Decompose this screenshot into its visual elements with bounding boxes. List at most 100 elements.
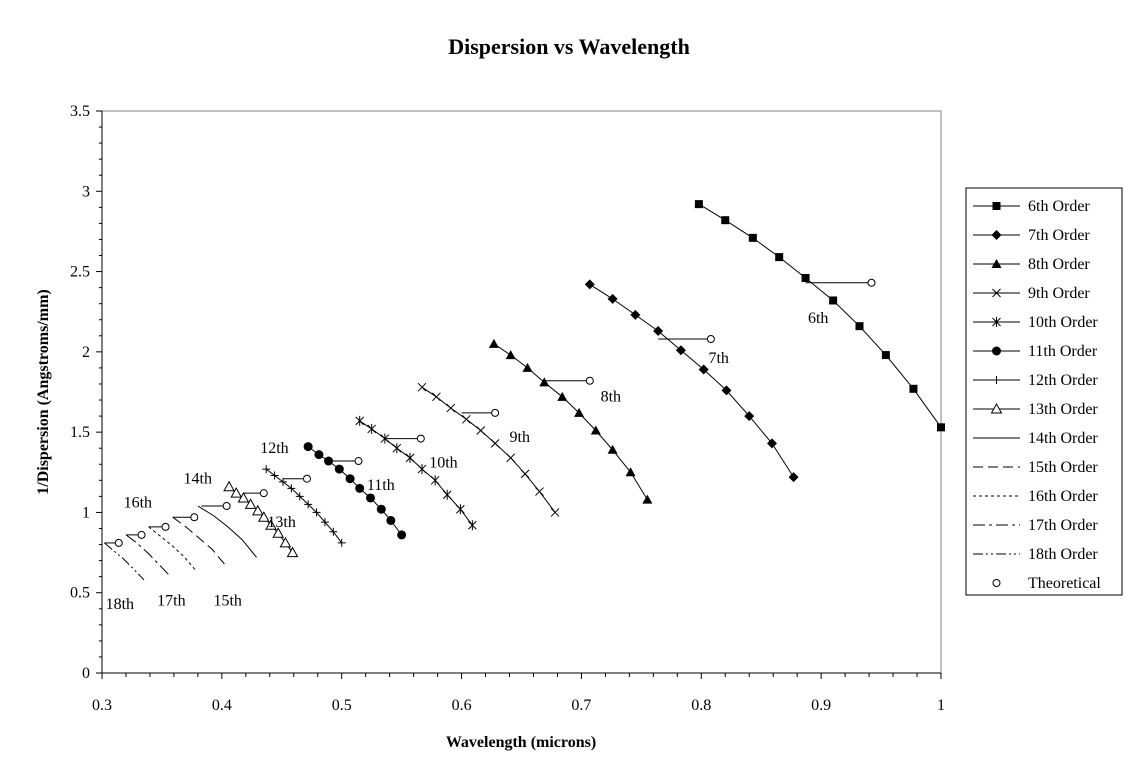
theoretical-point [706, 335, 715, 344]
data-point-10th-order [442, 489, 452, 500]
data-point-11th-order [314, 450, 324, 460]
data-point-9th-order [432, 392, 441, 402]
data-point-12th-order [312, 508, 321, 517]
legend-label-10th-order: 10th Order [1028, 314, 1098, 331]
series-14th-order [197, 505, 257, 558]
data-point-8th-order [488, 338, 499, 348]
data-point-7th-order [767, 438, 778, 449]
order-label: 14th [184, 471, 212, 488]
series-line-8th-order [493, 343, 648, 500]
legend-label-8th-order: 8th Order [1028, 256, 1090, 273]
data-point-13th-order [257, 511, 270, 522]
legend-label-6th-order: 6th Order [1028, 198, 1090, 215]
legend: 6th Order 7th Order 8th Order 9th Order 10th… [965, 187, 1123, 596]
theoretical-point [585, 376, 594, 385]
y-tick-label: 3.5 [70, 103, 90, 120]
y-tick-label: 0 [82, 665, 90, 682]
data-point-8th-order [557, 391, 568, 401]
data-point-7th-order [788, 472, 799, 483]
data-point-13th-order [223, 480, 235, 492]
series-18th-order [104, 542, 145, 581]
data-point-7th-order [721, 385, 732, 396]
legend-label-14th-order: 14th Order [1028, 430, 1098, 447]
legend-entry-8th-order: 8th Order [973, 256, 1090, 273]
legend-entry-6th-order: 6th Order [973, 198, 1090, 215]
data-point-10th-order [392, 443, 402, 454]
legend-marker-9th-order [992, 288, 1001, 298]
series-16th-order [148, 526, 196, 571]
order-label: 13th [267, 514, 295, 531]
data-point-13th-order [230, 487, 243, 498]
series-9th-order [417, 382, 560, 517]
legend-entry-10th-order: 10th Order [973, 314, 1098, 331]
data-point-8th-order [574, 407, 585, 417]
legend-entry-11th-order: 11th Order [973, 343, 1098, 360]
order-label: 7th [708, 350, 728, 367]
legend-marker-6th-order [992, 202, 1001, 210]
series-line-18th-order [104, 542, 145, 581]
data-point-10th-order [468, 520, 477, 531]
series-17th-order [125, 534, 170, 576]
legend-entry-14th-order: 14th Order [973, 430, 1098, 447]
legend-marker-12th-order [992, 376, 1001, 384]
legend-entry-18th-order: 18th Order [973, 546, 1098, 563]
data-point-9th-order [446, 403, 456, 413]
y-tick-label: 3 [82, 183, 90, 200]
theoretical-point [867, 278, 876, 287]
y-tick-label: 1 [82, 504, 90, 521]
order-label: 17th [157, 593, 185, 610]
series-line-16th-order [148, 526, 196, 571]
data-point-13th-order [279, 536, 292, 548]
data-point-8th-order [642, 494, 653, 504]
legend-entry-15th-order: 15th Order [973, 459, 1098, 476]
y-tick-label: 1.5 [70, 424, 90, 441]
legend-entry-17th-order: 17th Order [973, 517, 1098, 534]
data-point-13th-order [237, 491, 250, 503]
series-12th-order [262, 465, 346, 547]
series-line-9th-order [421, 386, 556, 513]
order-label: 9th [510, 429, 530, 446]
order-label: 16th [124, 495, 152, 512]
series-8th-order [488, 338, 653, 504]
data-point-13th-order [265, 519, 277, 530]
order-label: 6th [808, 310, 828, 327]
data-point-8th-order [625, 467, 636, 477]
data-point-7th-order [698, 364, 709, 375]
series-6th-order [694, 200, 945, 432]
legend-entry-12th-order: 12th Order [973, 372, 1098, 389]
data-point-8th-order [522, 362, 533, 372]
theoretical-point [416, 434, 425, 443]
data-point-6th-order [775, 253, 784, 262]
legend-label-16th-order: 16th Order [1028, 488, 1098, 505]
legend-entry-7th-order: 7th Order [973, 227, 1090, 244]
series-layer [104, 200, 945, 581]
order-label: 11th [367, 477, 395, 494]
series-15th-order [172, 516, 226, 566]
data-point-12th-order [278, 477, 287, 486]
data-point-9th-order [490, 439, 500, 448]
data-point-9th-order [506, 453, 516, 463]
legend-label-theoretical: Theoretical [1028, 575, 1101, 592]
y-axis: 0 0.5 1 1.5 2 2.5 3 3.5 [70, 103, 103, 682]
legend-label-7th-order: 7th Order [1028, 227, 1090, 244]
data-point-9th-order [462, 414, 471, 424]
legend-label-18th-order: 18th Order [1028, 546, 1098, 563]
data-point-11th-order [365, 493, 375, 503]
legend-entry-13th-order: 13th Order [973, 401, 1098, 418]
x-tick-label: 0.9 [811, 697, 831, 714]
order-label: 12th [260, 440, 288, 457]
data-point-12th-order [295, 492, 304, 501]
data-point-9th-order [476, 426, 486, 435]
series-line-15th-order [172, 516, 226, 566]
data-point-11th-order [355, 483, 365, 493]
series-line-11th-order [307, 446, 403, 536]
theoretical-point [222, 502, 231, 511]
data-point-6th-order [909, 384, 918, 393]
theoretical-point [259, 489, 268, 498]
theoretical-point [354, 457, 363, 466]
theoretical-point [161, 522, 170, 531]
legend-entry-16th-order: 16th Order [973, 488, 1098, 505]
data-point-9th-order [535, 487, 544, 496]
x-axis: 0.3 0.4 0.5 0.6 0.7 0.8 0.9 1 [92, 672, 945, 714]
